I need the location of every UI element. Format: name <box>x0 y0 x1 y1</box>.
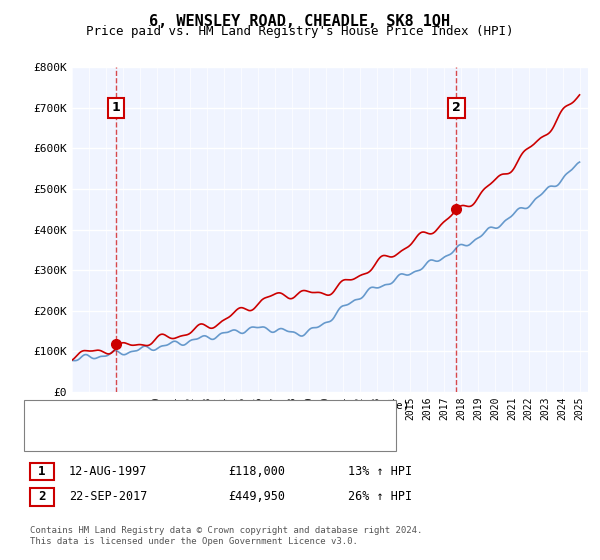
Text: 2: 2 <box>452 101 461 114</box>
Text: 6, WENSLEY ROAD, CHEADLE, SK8 1QH: 6, WENSLEY ROAD, CHEADLE, SK8 1QH <box>149 14 451 29</box>
Text: Contains HM Land Registry data © Crown copyright and database right 2024.
This d: Contains HM Land Registry data © Crown c… <box>30 526 422 546</box>
Text: HPI: Average price, detached house, Stockport: HPI: Average price, detached house, Stoc… <box>72 426 376 436</box>
Text: 1: 1 <box>38 465 46 478</box>
Text: 2: 2 <box>38 490 46 503</box>
Text: 12-AUG-1997: 12-AUG-1997 <box>69 465 148 478</box>
Text: £118,000: £118,000 <box>228 465 285 478</box>
Text: 22-SEP-2017: 22-SEP-2017 <box>69 490 148 503</box>
Text: 1: 1 <box>112 101 121 114</box>
Text: Price paid vs. HM Land Registry's House Price Index (HPI): Price paid vs. HM Land Registry's House … <box>86 25 514 38</box>
Text: £449,950: £449,950 <box>228 490 285 503</box>
Text: 13% ↑ HPI: 13% ↑ HPI <box>348 465 412 478</box>
Text: 26% ↑ HPI: 26% ↑ HPI <box>348 490 412 503</box>
Text: 6, WENSLEY ROAD, CHEADLE, SK8 1QH (detached house): 6, WENSLEY ROAD, CHEADLE, SK8 1QH (detac… <box>72 401 409 411</box>
